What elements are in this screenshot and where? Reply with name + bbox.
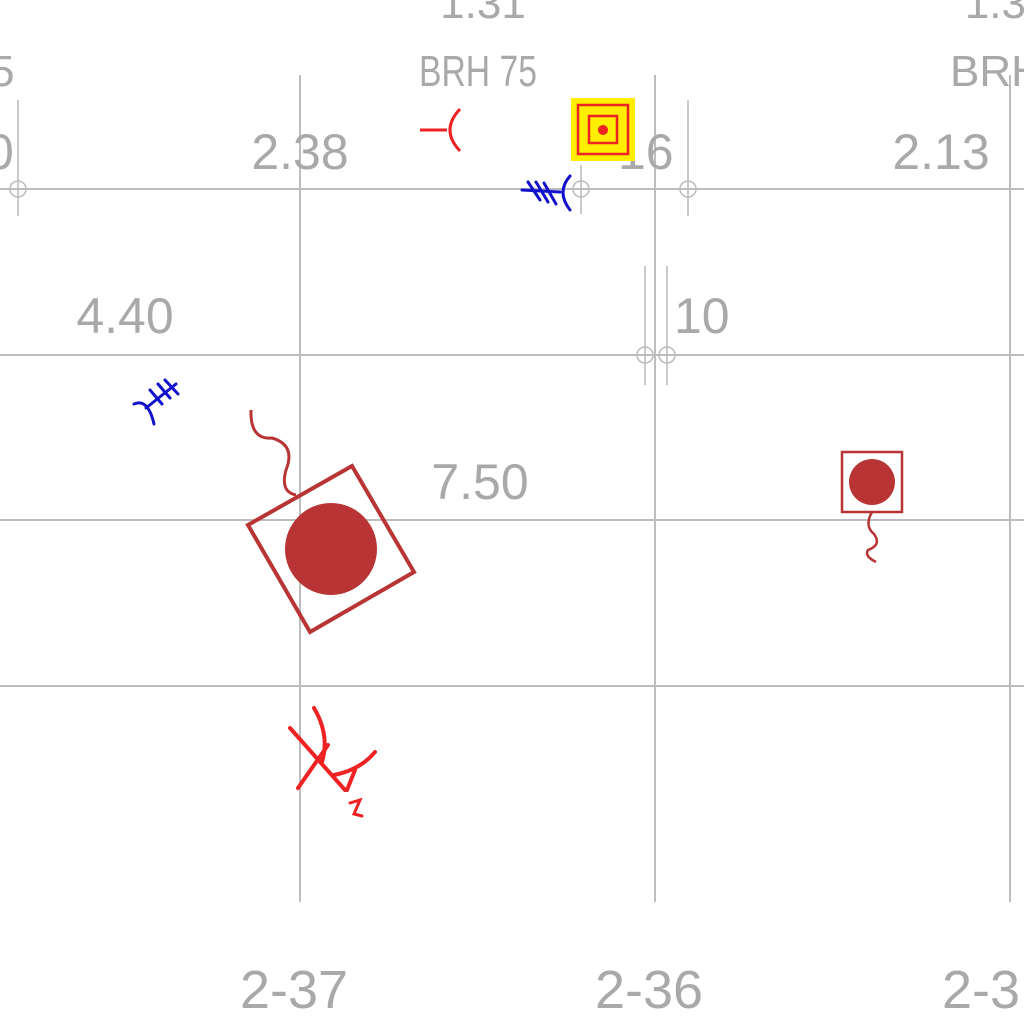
top-partial-label: 1.31 xyxy=(440,0,526,28)
dimension-label: 10 xyxy=(674,288,730,344)
brh-label: BRH xyxy=(950,47,1024,96)
edge-label: 5 xyxy=(0,47,14,96)
dimension-label: 2.38 xyxy=(251,124,348,180)
blue-fitting-icon[interactable] xyxy=(520,174,572,212)
rotated-device-with-cable-icon[interactable] xyxy=(245,409,417,635)
dim-tick-circle xyxy=(9,180,27,198)
dimension-ticks xyxy=(9,100,697,385)
red-branch-marker-icon[interactable] xyxy=(288,706,377,818)
axis-label: 2-36 xyxy=(595,960,703,1020)
dim-tick-circle xyxy=(658,346,676,364)
top-partial-label: 1.3 xyxy=(965,0,1024,28)
axis-label: 2-37 xyxy=(240,960,348,1020)
axis-label: 2-3 xyxy=(942,960,1020,1020)
highlighted-target-marker-icon[interactable] xyxy=(571,98,635,161)
device-with-cable-icon[interactable] xyxy=(840,450,904,564)
edge-label: 0 xyxy=(0,124,14,180)
dim-tick-circle xyxy=(572,180,590,198)
brh-label: BRH 75 xyxy=(419,47,537,96)
dim-tick-circle xyxy=(679,180,697,198)
dimension-label: 2.13 xyxy=(892,124,989,180)
dimension-label: 4.40 xyxy=(76,288,173,344)
dimension-label: 7.50 xyxy=(431,454,528,510)
pipe-end-marker-icon[interactable] xyxy=(420,107,462,153)
grid xyxy=(0,75,1024,902)
dim-tick-circle xyxy=(636,346,654,364)
blue-fitting-icon[interactable] xyxy=(132,378,180,426)
